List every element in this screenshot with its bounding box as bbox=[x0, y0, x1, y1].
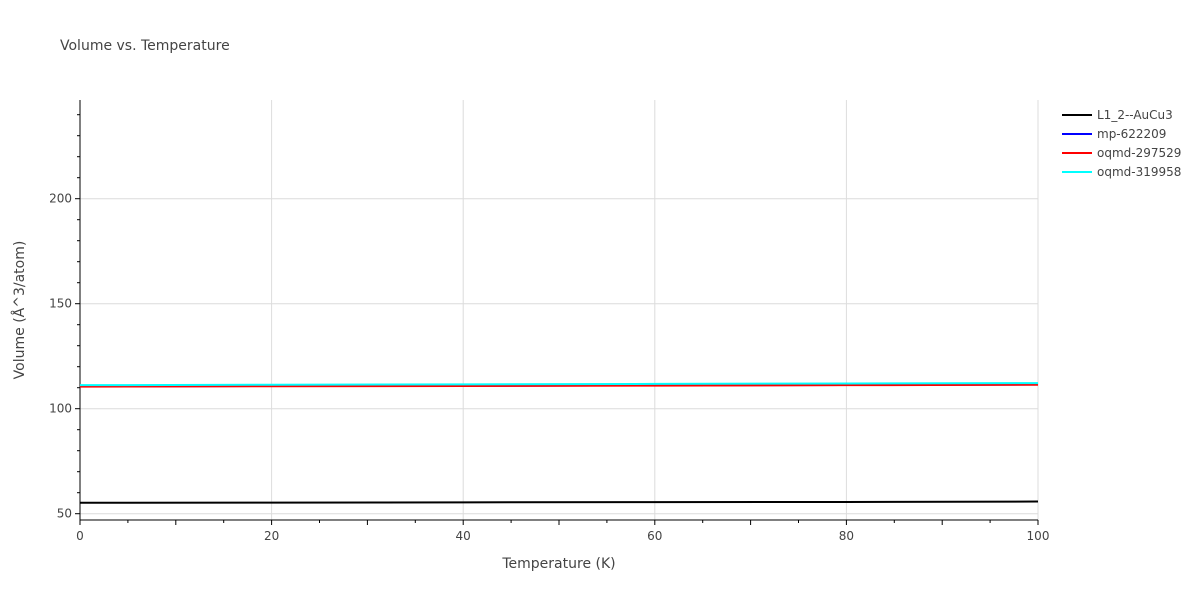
tick-labels: 0 20 40 60 80 100 50 100 150 200 bbox=[49, 192, 1049, 543]
x-tick-label: 80 bbox=[839, 529, 854, 543]
x-tick-label: 20 bbox=[264, 529, 279, 543]
x-tick-label: 40 bbox=[456, 529, 471, 543]
chart-title: Volume vs. Temperature bbox=[60, 38, 230, 54]
x-axis-label: Temperature (K) bbox=[501, 556, 615, 572]
x-tick-label: 100 bbox=[1027, 529, 1050, 543]
series-lines bbox=[79, 382, 1039, 504]
legend-item[interactable]: oqmd-297529 bbox=[1062, 146, 1181, 160]
legend-label: oqmd-319958 bbox=[1097, 165, 1181, 179]
series-line-oqmd-297529 bbox=[79, 383, 1039, 388]
x-tick-label: 60 bbox=[647, 529, 662, 543]
legend-item[interactable]: oqmd-319958 bbox=[1062, 165, 1181, 179]
legend-label: mp-622209 bbox=[1097, 127, 1166, 141]
legend-item[interactable]: mp-622209 bbox=[1062, 127, 1166, 141]
series-line-L1_2--AuCu3 bbox=[79, 500, 1039, 504]
grid-lines bbox=[80, 100, 1039, 520]
y-tick-label: 100 bbox=[49, 402, 72, 416]
y-axis-label: Volume (Å^3/atom) bbox=[11, 241, 28, 380]
y-tick-label: 50 bbox=[57, 507, 72, 521]
y-tick-label: 200 bbox=[49, 192, 72, 206]
legend-item[interactable]: L1_2--AuCu3 bbox=[1062, 108, 1173, 122]
series-line-oqmd-319958 bbox=[79, 382, 1039, 387]
legend-label: L1_2--AuCu3 bbox=[1097, 108, 1173, 122]
x-tick-label: 0 bbox=[76, 529, 84, 543]
legend[interactable]: L1_2--AuCu3 mp-622209 oqmd-297529 oqmd-3199… bbox=[1062, 108, 1181, 179]
axes bbox=[75, 100, 1039, 525]
y-tick-label: 150 bbox=[49, 297, 72, 311]
legend-label: oqmd-297529 bbox=[1097, 146, 1181, 160]
